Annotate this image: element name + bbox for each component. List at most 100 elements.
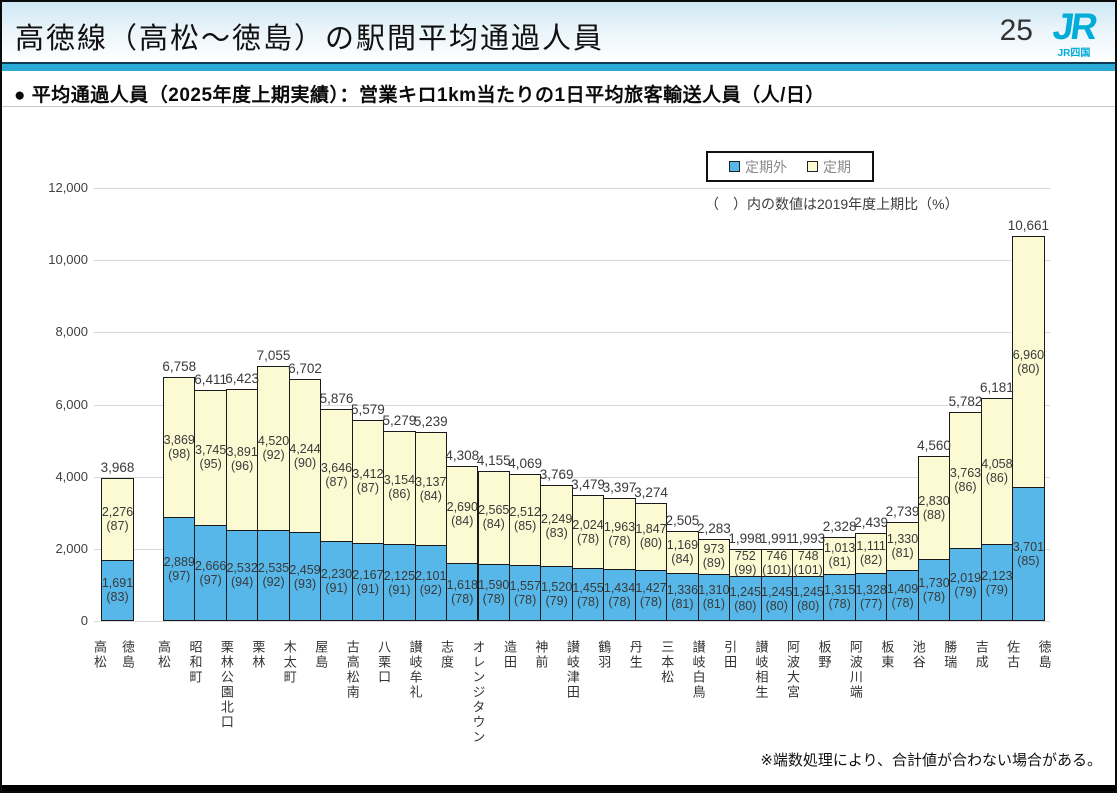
segment-teikigai (1013, 488, 1044, 620)
teiki-swatch-icon (807, 161, 818, 172)
teiki-value-label: 1,111 (82) (856, 539, 886, 568)
bar-八栗口 (383, 430, 416, 621)
jr-shikoku-logo: JR JR四国 (1041, 6, 1107, 59)
total-value-label: 6,702 (288, 361, 322, 377)
teikigai-value-label: 2,532 (94) (226, 561, 258, 590)
x-axis-label: 造田 (501, 640, 517, 670)
segment-teikigai (824, 574, 855, 620)
legend-item-teiki: 定期 (807, 157, 851, 177)
x-axis-label: 古高松南 (344, 640, 360, 700)
segment-teikigai (887, 571, 918, 620)
x-axis-label: オレンジタウン (470, 640, 486, 745)
teiki-value-label: 6,960 (80) (1012, 347, 1045, 376)
page-number: 25 (999, 14, 1033, 47)
x-axis-label: 木太町 (281, 640, 297, 685)
x-axis-label: 引田 (722, 640, 738, 670)
segment-teiki (102, 478, 133, 561)
teikigai-value-label: 1,455 (78) (572, 580, 604, 609)
teikigai-value-label: 3,701 (85) (1012, 540, 1045, 569)
segment-teiki (289, 380, 321, 534)
teikigai-value-label: 1,557 (78) (509, 578, 541, 607)
accent-divider (2, 62, 1115, 71)
x-axis-label: 屋島 (313, 640, 329, 670)
segment-teikigai (447, 563, 478, 620)
total-value-label: 3,769 (539, 467, 574, 482)
segment-teikigai (855, 574, 887, 620)
teikigai-value-label: 1,427 (78) (635, 581, 667, 610)
total-value-label: 2,739 (885, 504, 920, 520)
segment-teikigai (509, 565, 541, 620)
bar-吉成 (980, 397, 1014, 621)
x-axis-label: 高松 (92, 640, 107, 670)
total-value-label: 6,181 (980, 379, 1014, 395)
total-value-label: 4,069 (508, 456, 543, 472)
bottom-border-bar (2, 785, 1115, 791)
teiki-value-label: 2,024 (78) (572, 517, 604, 546)
teiki-value-label: 3,154 (86) (383, 473, 416, 502)
legend-label-teiki: 定期 (823, 158, 851, 175)
teikigai-value-label: 2,125 (91) (383, 568, 416, 597)
segment-teikigai (667, 573, 698, 620)
teikigai-value-label: 2,666 (97) (195, 558, 227, 587)
bar-栗林 (257, 366, 290, 621)
segment-teikigai (258, 530, 289, 620)
segment-teikigai (289, 533, 321, 620)
teikigai-value-label: 2,535 (92) (257, 561, 290, 590)
segment-teiki (352, 420, 384, 544)
total-value-label: 10,661 (1007, 218, 1050, 234)
teikigai-value-label: 1,590 (78) (478, 578, 510, 607)
legend: 定期外 定期 (706, 151, 874, 182)
bar-勝瑞 (949, 412, 982, 621)
segment-teiki (226, 390, 258, 531)
segment-teikigai (541, 567, 572, 620)
x-axis-label: 讃岐白鳥 (690, 640, 706, 700)
teiki-value-label: 4,520 (92) (257, 433, 290, 462)
bar-木太町 (288, 379, 322, 621)
teikigai-value-label: 1,245 (80) (729, 584, 761, 613)
page-title: 高徳線（高松～徳島）の駅間平均通過人員 (15, 23, 605, 55)
x-axis-label: 高松 (156, 640, 171, 670)
x-axis-label: 栗林公園北口 (218, 640, 234, 730)
bar-讃岐白鳥 (697, 538, 731, 621)
bar-栗林公園北口 (225, 389, 259, 621)
segment-teiki (541, 486, 572, 568)
segment-teikigai (478, 564, 509, 620)
teiki-value-label: 746 (101) (762, 548, 792, 577)
segment-teiki (793, 550, 824, 578)
x-axis-label: 讃岐相生 (753, 640, 769, 700)
teiki-value-label: 4,244 (90) (289, 441, 321, 470)
segment-teikigai (635, 570, 667, 620)
teikigai-value-label: 1,336 (81) (666, 582, 699, 611)
teiki-value-label: 3,763 (86) (949, 466, 982, 495)
bar-屋島 (320, 408, 353, 621)
y-axis-label: 10,000 (48, 252, 88, 268)
segment-teiki (321, 409, 352, 542)
segment-teiki (824, 537, 855, 575)
y-axis-label: 6,000 (55, 396, 88, 412)
x-axis-label: 吉成 (973, 640, 989, 670)
teiki-value-label: 3,745 (95) (195, 443, 227, 472)
header-band: 高徳線（高松～徳島）の駅間平均通過人員 25 JR JR四国 (2, 2, 1115, 62)
y-axis-label: 8,000 (55, 324, 88, 340)
segment-teikigai (572, 569, 604, 620)
y-axis-label: 0 (80, 613, 88, 628)
legend-label-teikigai: 定期外 (745, 158, 787, 175)
teiki-value-label: 2,276 (87) (101, 504, 134, 533)
teiki-value-label: 973 (89) (702, 542, 725, 571)
x-axis-label: 神前 (533, 640, 549, 670)
x-axis-label: 讃岐牟礼 (407, 640, 423, 700)
bar-讃岐牟礼 (414, 431, 448, 621)
bar-神前 (540, 485, 573, 621)
teikigai-value-label: 1,618 (78) (446, 577, 478, 606)
x-axis-label: 板東 (879, 640, 895, 670)
bar-阿波大宮 (792, 549, 825, 621)
rounding-footnote: ※端数処理により、合計値が合わない場合がある。 (760, 752, 1102, 769)
total-value-label: 1,991 (759, 531, 794, 547)
segment-teiki (604, 499, 635, 571)
teikigai-value-label: 2,889 (97) (163, 554, 195, 583)
legend-item-teikigai: 定期外 (729, 157, 787, 177)
total-value-label: 1,998 (728, 530, 763, 546)
subtitle-divider (2, 106, 1115, 107)
teikigai-value-label: 2,230 (91) (320, 566, 353, 595)
